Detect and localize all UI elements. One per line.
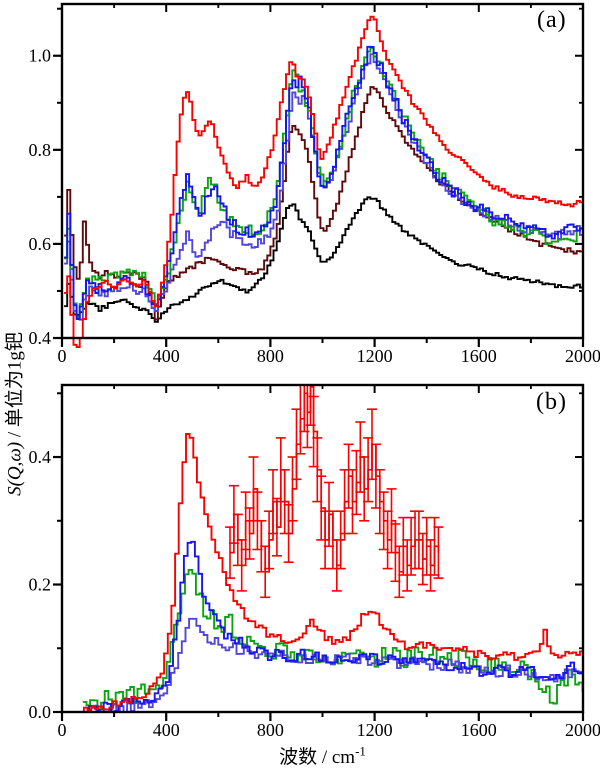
panel-a-y-tick-label: 1.0 [29,46,52,66]
panel-b-x-tick-label: 2000 [565,720,600,740]
x-axis-title-text: 波数 / cm [279,747,356,768]
panel-a-green-curve [64,46,584,318]
panel-a-x-tick-label: 0 [58,346,67,366]
panel-b-y-tick-label: 0.4 [29,447,52,467]
panel-a-axes: 0 400 800 1200 1600 2000 0.4 0.6 0.8 1.0 [29,2,600,366]
panel-b-x-tick-label: 1200 [357,720,393,740]
y-axis-title: S(Q,ω) / 单位为1g钯 [0,332,27,496]
panel-b-errorbar-trace [230,386,440,573]
panel-a-x-tick-label: 800 [257,346,284,366]
panel-b-y-tick-label: 0.0 [29,702,52,722]
panel-a-curves [64,15,584,348]
panel-a-black-curve [64,196,584,323]
panel-b-x-tick-label: 1600 [461,720,497,740]
panel-b-axes: 0 400 800 1200 1600 2000 0.0 0.2 0.4 [29,383,600,740]
panel-a-y-tick-label: 0.6 [29,234,52,254]
panel-a-x-tick-label: 400 [153,346,180,366]
x-axis-title: 波数 / cm-1 [62,742,583,769]
panel-b-violet-curve [90,617,584,713]
panel-a-x-tick-label: 1600 [461,346,497,366]
panel-b-curves [80,433,584,713]
panel-a-x-tick-label: 1200 [357,346,393,366]
panel-b-y-tick-label: 0.2 [29,575,52,595]
panel-a-y-tick-label: 0.4 [29,328,52,348]
panel-b-x-tick-label: 400 [153,720,180,740]
panel-a-y-tick-label: 0.8 [29,140,52,160]
panel-a-red-curve [64,15,584,348]
panel-b-label: (b) [536,389,567,415]
panel-a-label: (a) [537,7,567,33]
panel-a-violet-curve [64,53,584,321]
x-axis-title-superscript: -1 [355,743,366,759]
panel-a-x-tick-label: 2000 [565,346,600,366]
y-axis-title-math: S(Q,ω) [4,441,26,496]
panel-b-red-curve [80,433,583,713]
panel-b-blue-curve [85,540,583,713]
panel-b-errorbars [225,384,444,599]
panel-b-x-tick-label: 800 [257,720,284,740]
y-axis-title-text: / 单位为1g钯 [4,332,26,442]
panel-b-x-tick-label: 0 [58,720,67,740]
